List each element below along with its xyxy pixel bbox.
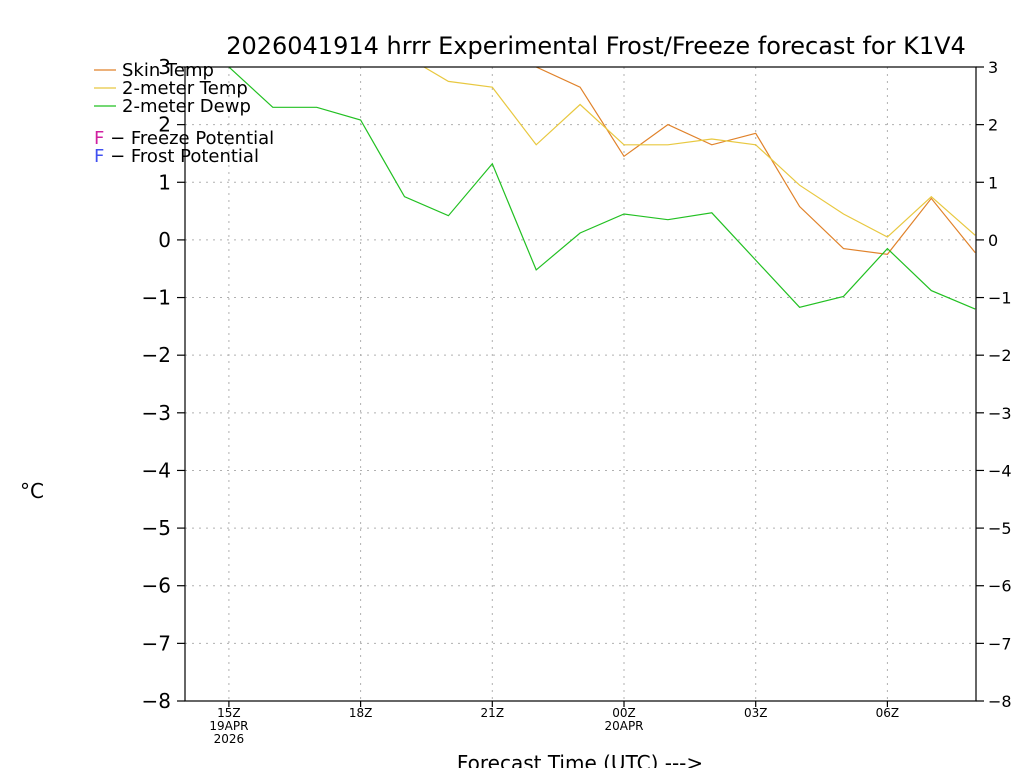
y-tick-label-right: −1 xyxy=(988,289,1012,308)
x-tick-label: 18Z xyxy=(349,706,373,720)
y-tick-label-left: 2 xyxy=(158,113,171,137)
y-tick-label-right: −6 xyxy=(988,577,1012,596)
x-tick-label: 03Z xyxy=(744,706,768,720)
legend-label: 2-meter Dewp xyxy=(122,96,251,117)
x-tick-label: 2026 xyxy=(214,732,245,746)
y-tick-label-left: 1 xyxy=(158,170,171,194)
y-tick-label-left: 0 xyxy=(158,228,171,252)
series-group xyxy=(228,67,976,310)
y-tick-label-right: 0 xyxy=(988,231,998,250)
potential-letter: F xyxy=(94,128,104,149)
y-tick-label-left: 3 xyxy=(158,55,171,79)
y-tick-label-right: 1 xyxy=(988,173,998,192)
potential-label: − Frost Potential xyxy=(104,146,259,167)
y-tick-label-right: −3 xyxy=(988,404,1012,423)
y-axis-ticks: 3 3 2 2 1 1 0 0 −1 −1 −2 −2 −3 −3 −4 −4 −5 −5 −6 −6 −7 −7 −8 −8 xyxy=(142,55,1012,713)
legend-label: 2-meter Temp xyxy=(122,78,248,99)
y-tick-label-left: −7 xyxy=(142,631,171,655)
y-tick-label-left: −1 xyxy=(142,286,171,310)
y-tick-label-left: −6 xyxy=(142,574,171,598)
potential-letter: F xyxy=(94,146,104,167)
y-tick-label-left: −3 xyxy=(142,401,171,425)
x-tick-label: 19APR xyxy=(209,719,248,733)
x-tick-label: 21Z xyxy=(481,706,505,720)
y-tick-label-right: −5 xyxy=(988,519,1012,538)
y-tick-label-right: −4 xyxy=(988,461,1012,480)
potential-legend-item: F − Frost Potential xyxy=(94,146,259,167)
series-line-2-meter-temp xyxy=(422,67,976,238)
y-tick-label-right: −8 xyxy=(988,692,1012,711)
y-tick-label-left: −5 xyxy=(142,516,171,540)
y-tick-label-right: 2 xyxy=(988,116,998,135)
y-tick-label-left: −4 xyxy=(142,458,171,482)
y-tick-label-left: −2 xyxy=(142,343,171,367)
x-axis-label: Forecast Time (UTC) ---> xyxy=(457,751,703,768)
y-tick-label-right: −7 xyxy=(988,634,1012,653)
series-line-2-meter-dewp xyxy=(228,67,976,310)
x-tick-label: 20APR xyxy=(604,719,643,733)
x-tick-label: 15Z xyxy=(217,706,241,720)
series-line-skin-temp xyxy=(534,67,976,255)
x-tick-label: 06Z xyxy=(876,706,900,720)
x-tick-label: 00Z xyxy=(612,706,636,720)
y-axis-unit: °C xyxy=(20,479,44,503)
y-tick-label-right: 3 xyxy=(988,58,998,77)
y-tick-label-right: −2 xyxy=(988,346,1012,365)
plot-frame xyxy=(184,66,977,702)
grid-lines xyxy=(185,67,976,701)
y-tick-label-left: −8 xyxy=(142,689,171,713)
legend-label: Skin Temp xyxy=(122,60,214,81)
chart-title: 2026041914 hrrr Experimental Frost/Freez… xyxy=(226,32,966,60)
potential-label: − Freeze Potential xyxy=(104,128,274,149)
potential-legend-item: F − Freeze Potential xyxy=(94,128,274,149)
